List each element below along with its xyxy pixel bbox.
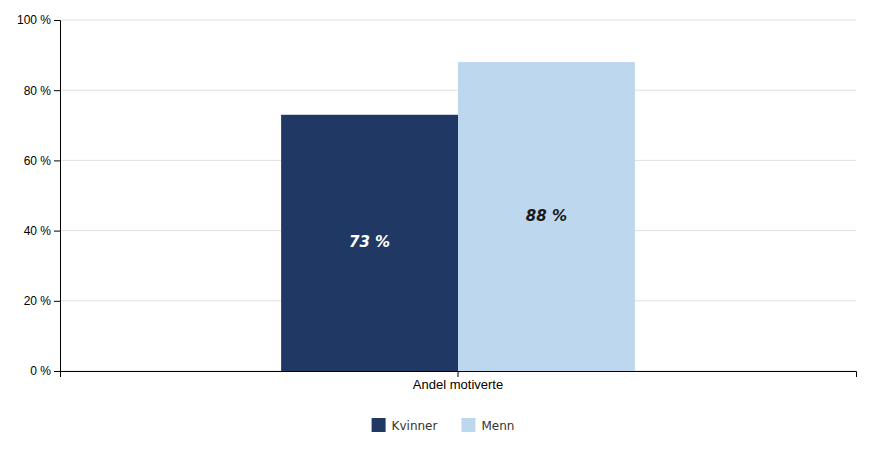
y-tick-mark <box>54 20 60 21</box>
y-axis: 0 % 20 % 40 % 60 % 80 % 100 % <box>17 13 61 378</box>
plot: 0 % 20 % 40 % 60 % 80 % 100 % Andel motiverte 7… <box>17 13 857 392</box>
bars <box>281 62 635 371</box>
x-axis-line <box>61 372 857 378</box>
y-tick-label: 80 % <box>24 84 52 98</box>
legend-item: Kvinner <box>372 418 438 433</box>
y-tick: 60 % <box>24 154 60 168</box>
y-tick-mark <box>54 301 60 302</box>
y-tick-label: 100 % <box>17 13 51 27</box>
legend-swatch <box>372 418 386 432</box>
data-label: 88 % <box>526 207 567 225</box>
bar <box>281 115 458 371</box>
y-tick-label: 20 % <box>24 294 52 308</box>
legend: Kvinner Menn <box>372 418 515 433</box>
legend-swatch <box>461 418 475 432</box>
legend-label: Menn <box>481 419 514 433</box>
data-label: 73 % <box>349 233 390 251</box>
bar <box>458 62 635 371</box>
grid <box>60 20 856 371</box>
x-tick-mark <box>458 371 459 377</box>
y-tick-mark <box>54 231 60 232</box>
y-tick-label: 0 % <box>30 364 51 378</box>
y-tick: 40 % <box>24 224 60 238</box>
y-tick-mark <box>54 371 60 372</box>
legend-item: Menn <box>461 418 514 433</box>
y-tick-mark <box>54 160 60 161</box>
x-tick-label: Andel motiverte <box>413 377 503 392</box>
data-labels: 73 % 88 % <box>349 207 567 251</box>
grid-line <box>60 20 856 21</box>
chart: 0 % 20 % 40 % 60 % 80 % 100 % Andel motiverte 7… <box>0 0 886 451</box>
y-tick: 80 % <box>24 84 60 98</box>
legend-label: Kvinner <box>392 419 438 433</box>
y-tick: 0 % <box>30 364 60 378</box>
y-tick-label: 60 % <box>24 154 52 168</box>
y-tick-label: 40 % <box>24 224 52 238</box>
y-axis-line <box>54 21 61 372</box>
y-tick: 20 % <box>24 294 60 308</box>
y-tick-mark <box>54 90 60 91</box>
y-tick: 100 % <box>17 13 60 27</box>
x-tick: Andel motiverte <box>413 371 503 392</box>
x-axis: Andel motiverte <box>61 371 857 392</box>
